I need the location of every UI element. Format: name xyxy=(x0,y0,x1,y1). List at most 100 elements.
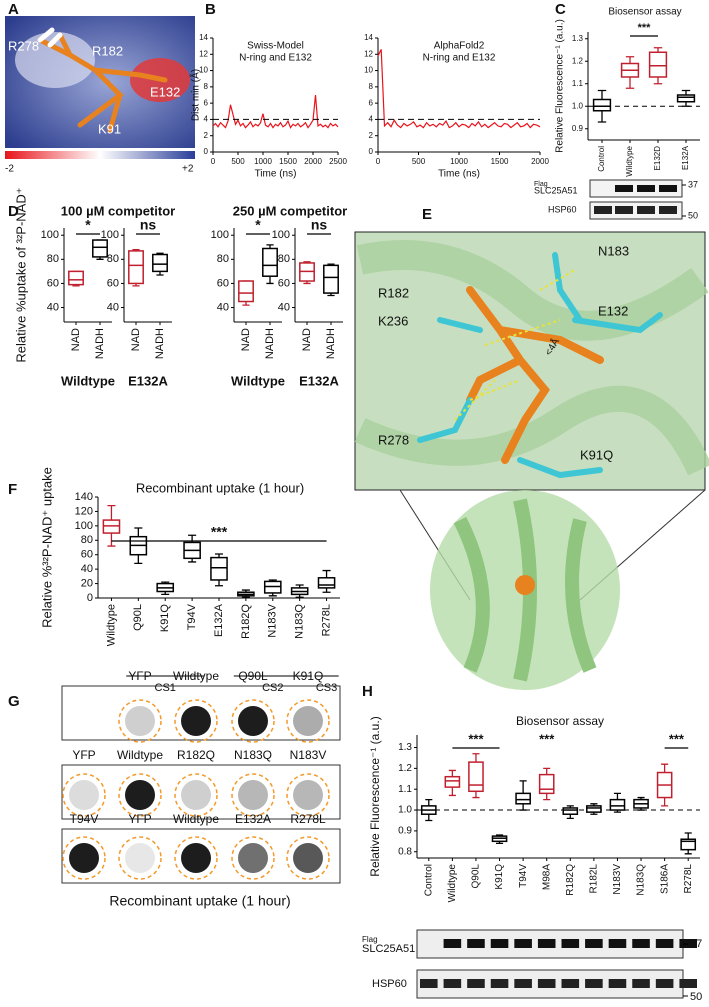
spot-label: YFP xyxy=(128,812,151,826)
y-tick-label: 12 xyxy=(199,49,208,58)
x-tick-label: 2000 xyxy=(531,157,549,166)
chart-title: 250 µM competitor xyxy=(233,203,347,218)
y-tick-label: 8 xyxy=(204,82,209,91)
y-axis-label: Relative %uptake of ³²P-NAD⁺ xyxy=(13,187,28,362)
spot-outline xyxy=(286,773,330,817)
y-tick-label: 80 xyxy=(278,253,290,265)
y-tick-label: 6 xyxy=(204,98,209,107)
residue-label: R182 xyxy=(378,285,409,300)
box-body xyxy=(609,798,626,811)
spot xyxy=(238,706,268,736)
panel-label: C xyxy=(555,1,566,18)
x-tick-label: NADH xyxy=(325,328,337,359)
blot-band xyxy=(585,979,603,988)
x-tick-label: R182Q xyxy=(240,604,252,639)
x-tick-label: N183V xyxy=(267,603,279,637)
spot-label: YFP xyxy=(72,748,95,762)
blot-band xyxy=(537,939,556,948)
y-tick-label: 40 xyxy=(81,563,93,575)
x-tick-label: NAD xyxy=(130,328,142,351)
blot-band xyxy=(632,979,650,988)
spot xyxy=(238,843,268,873)
x-tick-label: NAD xyxy=(240,328,252,351)
spot-label: E132A xyxy=(235,812,271,826)
y-tick-label: 10 xyxy=(199,66,208,75)
y-tick-label: 80 xyxy=(81,534,93,546)
x-tick-label: R278L xyxy=(683,864,694,894)
significance-label: *** xyxy=(211,524,228,540)
blot-band xyxy=(537,979,556,988)
y-tick-label: 2 xyxy=(204,131,209,140)
box-body xyxy=(262,247,278,277)
scale-label: -2 xyxy=(5,164,14,175)
blot-marker: 37 xyxy=(690,938,702,950)
y-tick-label: 14 xyxy=(364,33,373,42)
y-tick-label: 1.0 xyxy=(398,805,412,816)
spot-outline xyxy=(62,836,106,880)
y-tick-label: 100 xyxy=(75,520,93,532)
blot-band xyxy=(632,939,650,948)
spot-label: N183V xyxy=(290,748,327,762)
blot-band xyxy=(514,939,532,948)
spot xyxy=(293,843,323,873)
spot-label: T94V xyxy=(70,812,99,826)
significance-label: ns xyxy=(140,217,157,233)
x-tick-label: S186A xyxy=(659,864,670,894)
box-body xyxy=(515,792,531,805)
spot xyxy=(181,780,211,810)
x-tick-label: NAD xyxy=(301,328,313,351)
x-tick-label: 0 xyxy=(376,157,381,166)
spot-label: R182Q xyxy=(177,748,215,762)
blot-band xyxy=(443,939,462,948)
x-tick-label: N183Q xyxy=(636,864,647,896)
residue-label: N183 xyxy=(598,243,629,258)
blot-marker: 50 xyxy=(690,991,702,1003)
y-tick-label: 60 xyxy=(47,277,59,289)
group-label: CS3 xyxy=(316,682,337,694)
panel-label: H xyxy=(362,683,373,700)
y-tick-label: 40 xyxy=(107,301,119,313)
blot-label: Flag xyxy=(362,935,378,944)
blot-label: SLC25A51 xyxy=(534,185,578,195)
significance-label: *** xyxy=(539,731,555,746)
x-tick-label: Control xyxy=(597,146,606,172)
significance-label: *** xyxy=(669,731,685,746)
x-tick-label: NAD xyxy=(70,328,82,351)
y-tick-label: 1.2 xyxy=(398,763,412,774)
box-body xyxy=(68,270,84,286)
chart-title: Recombinant uptake (1 hour) xyxy=(136,480,304,495)
blot-band xyxy=(467,979,485,988)
dot-blot xyxy=(61,685,341,884)
spot-label: K91Q xyxy=(293,669,324,683)
x-tick-label: Q90L xyxy=(132,604,144,631)
residue-label: E132 xyxy=(150,84,180,99)
x-tick-label: N183V xyxy=(612,864,623,895)
blot-frame xyxy=(61,764,341,820)
spot-label: YFP xyxy=(128,669,151,683)
x-tick-label: M98A xyxy=(541,864,552,890)
residue-label: R278 xyxy=(8,38,39,53)
x-tick-label: Wildtype xyxy=(105,604,117,646)
x-tick-label: E132D xyxy=(653,146,662,171)
y-tick-label: 60 xyxy=(217,277,229,289)
y-tick-label: 0.9 xyxy=(572,124,584,133)
x-tick-label: 2000 xyxy=(304,157,322,166)
blot-band xyxy=(561,939,580,948)
blot-label: Flag xyxy=(534,181,548,188)
spot xyxy=(181,706,211,736)
chart-title: 100 µM competitor xyxy=(61,203,175,218)
y-tick-label: 0 xyxy=(369,147,374,156)
chart-title: AlphaFold2 xyxy=(434,41,485,52)
blot-band xyxy=(420,979,438,988)
y-tick-label: 60 xyxy=(278,277,290,289)
spot-outline xyxy=(174,836,218,880)
x-tick-label: Control xyxy=(423,864,434,896)
box-body xyxy=(444,775,461,788)
y-tick-label: 2 xyxy=(369,131,374,140)
blot-band xyxy=(679,939,697,948)
spot-outline xyxy=(174,773,218,817)
x-tick-label: R182Q xyxy=(565,864,576,896)
box-body xyxy=(323,264,339,294)
blot-band xyxy=(467,939,485,948)
residue-label: K91Q xyxy=(580,447,613,462)
